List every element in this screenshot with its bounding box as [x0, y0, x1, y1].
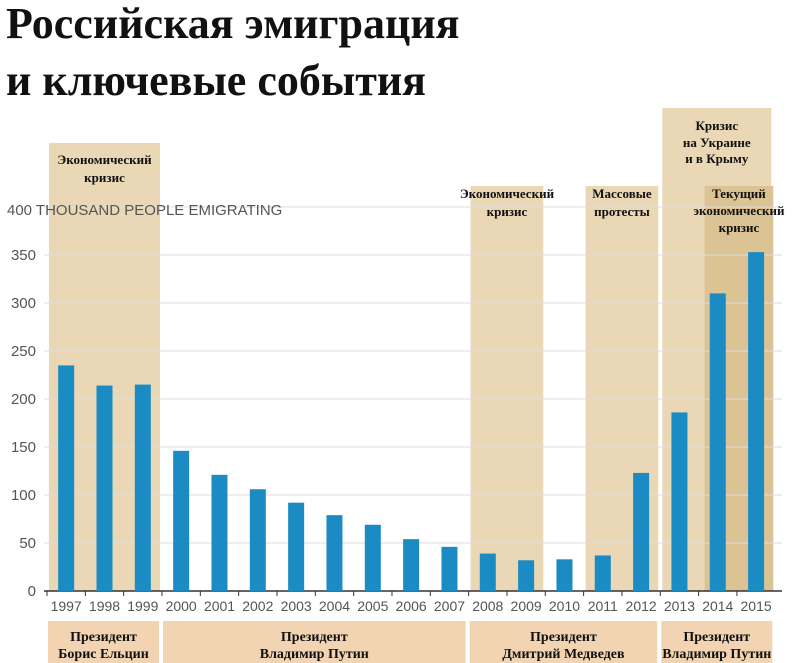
y-tick-label: 350: [11, 247, 36, 264]
x-tick-label: 2013: [664, 598, 695, 614]
event-label: кризис: [84, 170, 125, 185]
president-label: Президент: [281, 630, 348, 645]
bar-2011: [594, 555, 611, 591]
bar-2008: [479, 553, 496, 591]
x-tick-label: 2005: [357, 598, 388, 614]
bar-2004: [326, 515, 343, 591]
x-tick-label: 2003: [281, 598, 312, 614]
event-label: Экономический: [57, 152, 152, 167]
x-tick-label: 2004: [319, 598, 350, 614]
event-label: Экономический: [460, 186, 555, 201]
president-label: Президент: [683, 630, 750, 645]
y-tick-label: 200: [11, 391, 36, 408]
x-tick-label: 2015: [741, 598, 772, 614]
president-band: [48, 621, 159, 663]
x-tick-label: 2002: [242, 598, 273, 614]
event-band: [470, 186, 544, 591]
x-tick-label: 2012: [626, 598, 657, 614]
x-tick-label: 1998: [89, 598, 120, 614]
x-tick-label: 2009: [511, 598, 542, 614]
bar-1999: [134, 384, 151, 591]
y-tick-label: 300: [11, 295, 36, 312]
event-label: и в Крыму: [685, 151, 749, 166]
president-bands: Президент Борис Ельцин Президент Владимир П…: [48, 621, 773, 663]
x-tick-label: 2014: [702, 598, 733, 614]
y-tick-label: 150: [11, 439, 36, 456]
x-tick-label: 2011: [588, 598, 618, 614]
bar-2015: [748, 252, 765, 591]
event-bands: [49, 108, 774, 591]
event-label: кризис: [487, 204, 528, 219]
event-label: Массовые: [592, 186, 652, 201]
bars: [58, 252, 765, 591]
y-tick-label: 50: [19, 535, 36, 552]
bar-2003: [288, 502, 305, 591]
x-tick-label: 2010: [549, 598, 580, 614]
bar-2005: [364, 524, 381, 591]
x-tick-label: 1997: [51, 598, 82, 614]
y-axis-unit-label: 400 THOUSAND PEOPLE EMIGRATING: [7, 202, 282, 219]
bar-2013: [671, 412, 688, 591]
event-label: Кризис: [695, 118, 738, 133]
president-band: [162, 621, 466, 663]
event-label: на Украине: [683, 135, 751, 150]
x-tick-label: 2008: [472, 598, 503, 614]
bar-2000: [173, 450, 190, 591]
bar-2012: [633, 472, 650, 591]
x-tick-labels: 1997 1998 1999 2000 2001 2002 2003 2004 2005 2006…: [46, 591, 772, 614]
event-label: протесты: [594, 204, 650, 219]
president-label: Дмитрий Медведев: [502, 647, 625, 662]
event-labels: Экономический кризис Экономический кризис Ма…: [57, 118, 785, 235]
y-tick-label: 0: [28, 583, 36, 600]
bar-2002: [249, 489, 266, 591]
bar-2010: [556, 559, 573, 591]
bar-1998: [96, 385, 113, 591]
y-tick-label: 100: [11, 487, 36, 504]
x-tick-label: 1999: [127, 598, 158, 614]
bar-2001: [211, 474, 228, 591]
event-label: экономический: [693, 203, 785, 218]
bar-2007: [441, 546, 458, 591]
bar-2009: [518, 560, 535, 591]
bar-2006: [403, 539, 420, 591]
y-tick-label: 250: [11, 343, 36, 360]
y-tick-labels: 0 50 100 150 200 250 300 350: [11, 247, 36, 600]
x-tick-label: 2000: [166, 598, 197, 614]
event-label: кризис: [719, 220, 760, 235]
chart-title-line-2: и ключевые события: [6, 56, 426, 105]
chart-title-line-1: Российская эмиграция: [6, 0, 459, 48]
president-band: [661, 621, 773, 663]
president-label: Борис Ельцин: [58, 647, 149, 662]
bar-2014: [709, 293, 726, 591]
president-label: Президент: [70, 630, 137, 645]
president-label: Владимир Путин: [260, 647, 369, 662]
x-tick-label: 2006: [396, 598, 427, 614]
x-tick-label: 2007: [434, 598, 465, 614]
president-label: Владимир Путин: [662, 647, 771, 662]
president-band: [469, 621, 658, 663]
x-tick-label: 2001: [204, 598, 235, 614]
bar-1997: [58, 365, 75, 591]
president-label: Президент: [530, 630, 597, 645]
event-label: Текущий: [712, 186, 766, 201]
